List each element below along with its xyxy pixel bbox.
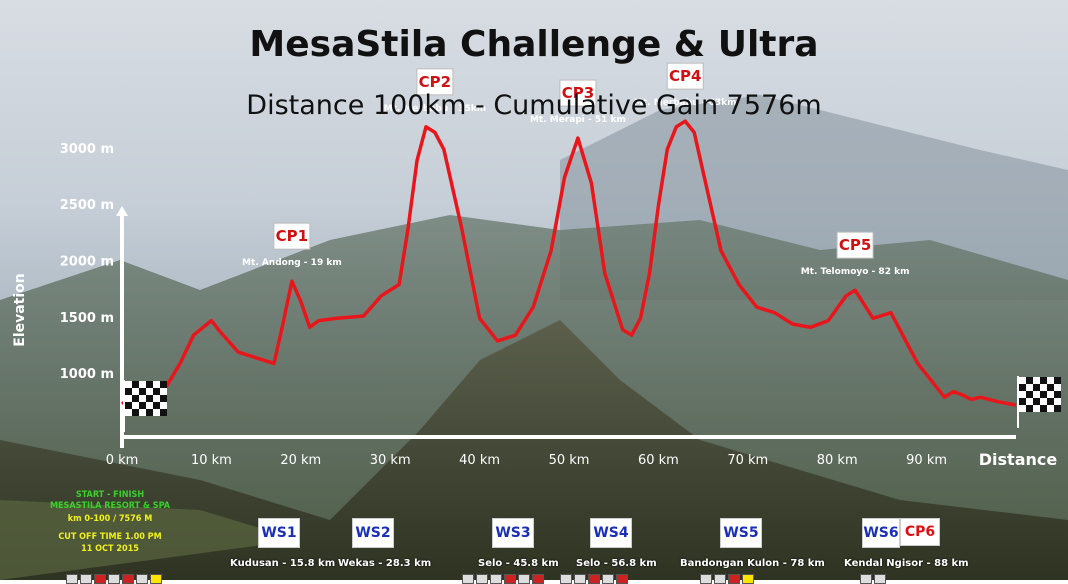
amenity-icon <box>80 574 92 584</box>
water-station-ws3: WS3 <box>492 518 534 548</box>
amenity-icon <box>490 574 502 584</box>
amenity-icon <box>860 574 872 584</box>
amenity-icon <box>574 574 586 584</box>
x-tick-label: 20 km <box>280 453 321 468</box>
x-tick-label: 70 km <box>727 453 768 468</box>
amenity-icons <box>560 574 628 584</box>
info-cutoff: CUT OFF TIME 1.00 PM <box>58 532 162 542</box>
checkpoint-cp5: CP5 Mt. Telomoyo - 82 km <box>801 231 910 277</box>
amenity-icons <box>462 574 544 584</box>
checkpoint-location: Mt. Telomoyo - 82 km <box>801 267 910 277</box>
amenity-icons <box>860 574 886 584</box>
x-tick-label: 80 km <box>817 453 858 468</box>
amenity-icon <box>700 574 712 584</box>
amenity-icon <box>616 574 628 584</box>
amenity-icon <box>136 574 148 584</box>
checkpoint-location: Mt. Andong - 19 km <box>242 258 342 268</box>
checkpoint-cp6: CP6 <box>900 518 940 546</box>
water-station-ws5: WS5 <box>720 518 762 548</box>
checkpoint-label: CP3 <box>562 84 594 102</box>
y-tick-label: 1000 m <box>60 367 114 382</box>
amenity-icons <box>66 574 162 584</box>
water-station-location: Selo - 56.8 km <box>576 558 657 569</box>
y-axis-arrow <box>116 206 128 216</box>
amenity-icon <box>150 574 162 584</box>
amenity-icon <box>588 574 600 584</box>
amenity-icon <box>602 574 614 584</box>
water-station-location: Kudusan - 15.8 km <box>230 558 336 569</box>
amenity-icon <box>728 574 740 584</box>
tick-labels: 0 km 10 km 20 km 30 km 40 km 50 km 60 km 70 km 8… <box>12 142 1057 469</box>
info-start-finish: START - FINISH <box>75 490 145 500</box>
checkpoint-cp4: CP4 Mt. Merbabu - 63km <box>634 62 737 108</box>
checkpoint-cp3: CP3 Mt. Merapi - 51 km <box>530 79 626 125</box>
axes <box>116 206 1016 448</box>
y-tick-label: 3000 m <box>60 142 114 157</box>
amenity-icon <box>532 574 544 584</box>
x-tick-label: 10 km <box>191 453 232 468</box>
amenity-icons <box>700 574 754 584</box>
amenity-icon <box>94 574 106 584</box>
info-venue: MESASTILA RESORT & SPA <box>49 501 171 511</box>
water-station-ws1: WS1 <box>258 518 300 548</box>
flags <box>123 376 1061 432</box>
checkpoint-box <box>836 231 874 259</box>
x-tick-label: 30 km <box>370 453 411 468</box>
y-axis-label: Elevation <box>12 273 28 347</box>
y-tick-label: 2000 m <box>60 255 114 270</box>
info-date: 11 OCT 2015 <box>81 544 139 554</box>
checkpoint-location: Mt. Merbabu - 35km <box>384 104 487 114</box>
amenity-icon <box>874 574 886 584</box>
x-tick-label: 50 km <box>549 453 590 468</box>
checkpoint-location: Mt. Merapi - 51 km <box>530 115 626 125</box>
amenity-icon <box>504 574 516 584</box>
page-title: MesaStila Challenge & Ultra <box>249 24 819 65</box>
amenity-icon <box>462 574 474 584</box>
checkpoint-label: CP4 <box>669 67 701 85</box>
checkpoint-label: CP5 <box>839 236 871 254</box>
water-station-location: Kendal Ngisor - 88 km <box>844 558 969 569</box>
finish-flag-icon <box>1017 376 1061 428</box>
checkpoint-box <box>666 62 704 90</box>
y-tick-label: 1500 m <box>60 311 114 326</box>
amenity-icon <box>518 574 530 584</box>
checkpoint-box <box>416 68 454 96</box>
checkpoint-label: CP1 <box>276 227 308 245</box>
amenity-icon <box>108 574 120 584</box>
checkpoint-box <box>559 79 597 107</box>
x-tick-label: 90 km <box>906 453 947 468</box>
checkpoint-cp1: CP1 Mt. Andong - 19 km <box>242 222 342 268</box>
water-station-location: Wekas - 28.3 km <box>338 558 432 569</box>
start-flag-icon <box>123 380 167 432</box>
info-distance: km 0-100 / 7576 M <box>67 514 153 524</box>
amenity-icon <box>742 574 754 584</box>
x-tick-label: 40 km <box>459 453 500 468</box>
amenity-icon <box>714 574 726 584</box>
checkpoint-box <box>273 222 311 250</box>
elevation-profile-line <box>120 119 1017 407</box>
water-station-location: Selo - 45.8 km <box>478 558 559 569</box>
page-subtitle: Distance 100km - Cumulative Gain 7576m <box>246 90 822 121</box>
checkpoint-location: Mt. Merbabu - 63km <box>634 98 737 108</box>
x-tick-label: 0 km <box>106 453 139 468</box>
y-tick-label: 2500 m <box>60 198 114 213</box>
amenity-icon <box>476 574 488 584</box>
water-station-location: Bandongan Kulon - 78 km <box>680 558 825 569</box>
amenity-icon <box>66 574 78 584</box>
checkpoint-cp2: CP2 Mt. Merbabu - 35km <box>384 68 487 114</box>
amenity-icon <box>122 574 134 584</box>
checkpoint-label: CP2 <box>419 73 451 91</box>
water-station-ws2: WS2 <box>352 518 394 548</box>
x-tick-label: 60 km <box>638 453 679 468</box>
x-axis-label: Distance <box>979 450 1058 469</box>
amenity-icon <box>560 574 572 584</box>
water-station-ws4: WS4 <box>590 518 632 548</box>
checkpoints: CP1 Mt. Andong - 19 km CP2 Mt. Merbabu - 35… <box>242 62 910 277</box>
water-station-ws6: WS6 <box>862 518 900 548</box>
